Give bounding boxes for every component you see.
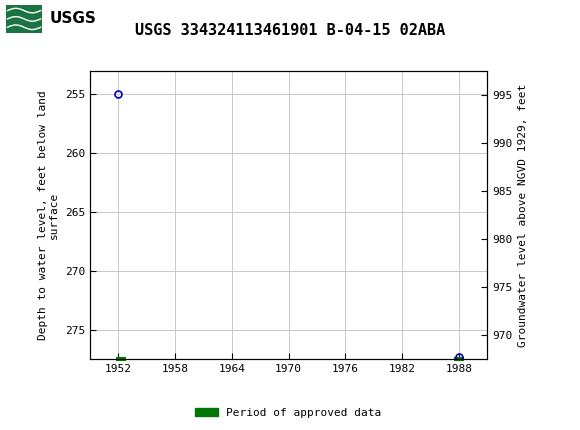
Y-axis label: Groundwater level above NGVD 1929, feet: Groundwater level above NGVD 1929, feet [518, 83, 528, 347]
Text: USGS 334324113461901 B-04-15 02ABA: USGS 334324113461901 B-04-15 02ABA [135, 23, 445, 38]
Bar [6, 5, 42, 33]
Bar [5, 4, 95, 34]
Text: USGS: USGS [49, 12, 96, 26]
Legend: Period of approved data: Period of approved data [191, 404, 386, 423]
Y-axis label: Depth to water level, feet below land
surface: Depth to water level, feet below land su… [38, 90, 59, 340]
